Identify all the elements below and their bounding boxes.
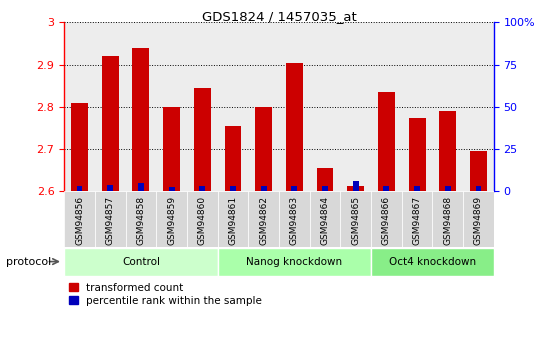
Bar [475,186,482,191]
Bar [248,22,279,191]
Bar [218,191,248,247]
Bar [102,56,119,191]
Bar [463,22,494,191]
Bar [169,187,175,191]
Bar [194,88,211,191]
Text: GSM94858: GSM94858 [136,196,146,245]
Bar [322,186,328,191]
Bar [340,191,371,247]
Bar [445,186,451,191]
Text: GSM94863: GSM94863 [290,196,299,245]
Bar [310,191,340,247]
Bar [261,186,267,191]
Bar [64,22,95,191]
Bar [371,22,402,191]
Bar [132,48,150,191]
Bar [439,111,456,191]
Text: GSM94867: GSM94867 [412,196,422,245]
Bar [218,248,371,276]
Text: GSM94860: GSM94860 [198,196,207,245]
Bar [286,62,303,191]
Text: GDS1824 / 1457035_at: GDS1824 / 1457035_at [201,10,357,23]
Text: GSM94868: GSM94868 [443,196,453,245]
Bar [187,191,218,247]
Bar [279,22,310,191]
Bar [402,22,432,191]
Bar [414,186,420,191]
Text: GSM94866: GSM94866 [382,196,391,245]
Bar [470,151,487,191]
Text: GSM94857: GSM94857 [105,196,115,245]
Legend: transformed count, percentile rank within the sample: transformed count, percentile rank withi… [69,283,262,306]
Text: Control: Control [122,257,160,267]
Bar [126,22,156,191]
Bar [138,183,144,191]
Text: GSM94865: GSM94865 [351,196,360,245]
Bar [432,22,463,191]
Bar [107,185,113,191]
Text: GSM94864: GSM94864 [320,196,330,245]
Bar [383,186,389,191]
Bar [279,191,310,247]
Bar [156,22,187,191]
Bar [402,191,432,247]
Bar [95,22,126,191]
Bar [310,22,340,191]
Bar [187,22,218,191]
Text: GSM94861: GSM94861 [228,196,238,245]
Text: protocol: protocol [6,257,51,267]
Text: Nanog knockdown: Nanog knockdown [246,257,343,267]
Bar [378,92,395,191]
Bar [64,248,218,276]
Bar [224,126,242,191]
Bar [248,191,279,247]
Bar [71,103,88,191]
Bar [463,191,494,247]
Bar [95,191,126,247]
Bar [199,186,205,191]
Bar [353,181,359,191]
Bar [408,118,426,191]
Bar [432,191,463,247]
Bar [163,107,180,191]
Bar [218,22,248,191]
Text: GSM94862: GSM94862 [259,196,268,245]
Text: GSM94859: GSM94859 [167,196,176,245]
Text: Oct4 knockdown: Oct4 knockdown [389,257,476,267]
Bar [126,191,156,247]
Text: GSM94856: GSM94856 [75,196,84,245]
Bar [255,107,272,191]
Bar [347,186,364,191]
Bar [230,186,236,191]
Bar [64,191,95,247]
Bar [340,22,371,191]
Bar [76,186,83,191]
Text: GSM94869: GSM94869 [474,196,483,245]
Bar [291,186,297,191]
Bar [316,168,334,191]
Bar [371,191,402,247]
Bar [371,248,494,276]
Bar [156,191,187,247]
